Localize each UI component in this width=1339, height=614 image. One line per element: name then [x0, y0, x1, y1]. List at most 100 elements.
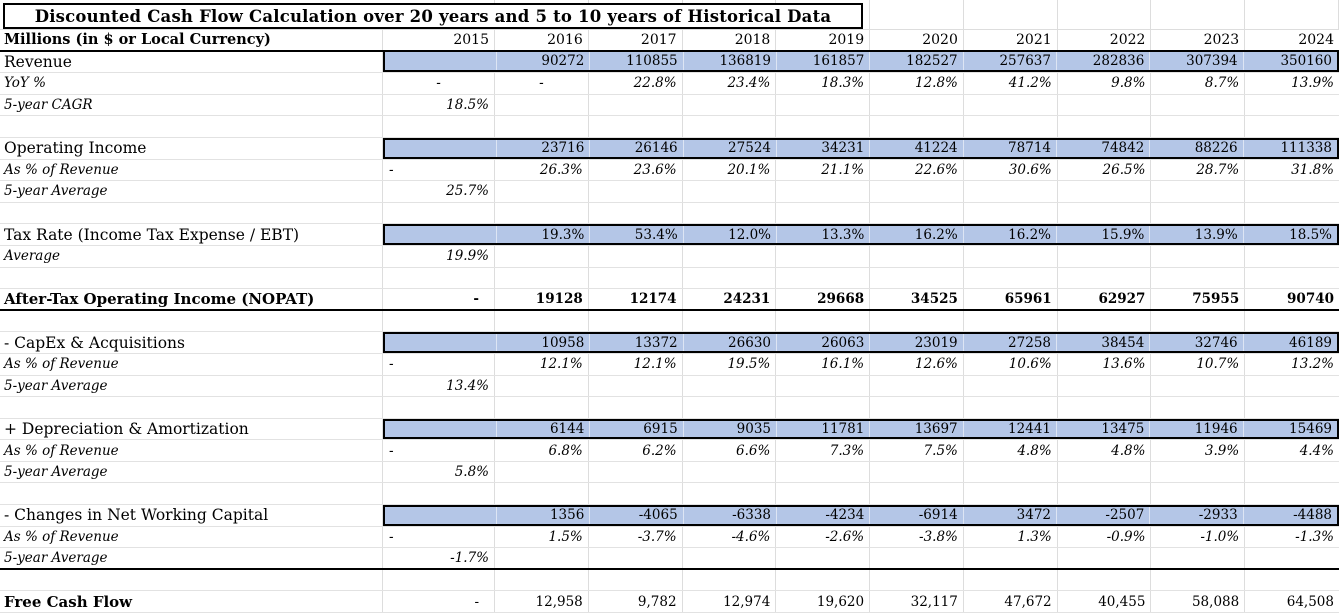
cell-2016[interactable]: 1.5% — [495, 526, 589, 548]
cell-2020[interactable] — [870, 94, 964, 116]
cell-2017[interactable]: 53.4% — [590, 226, 684, 243]
cell-2019[interactable]: -4234 — [777, 507, 871, 524]
cell-2022[interactable]: 9.8% — [1058, 73, 1152, 94]
cell-2022[interactable]: 62927 — [1058, 289, 1152, 309]
cell-2016[interactable] — [495, 116, 589, 137]
cell-2023[interactable] — [1151, 94, 1246, 116]
cell-2021[interactable] — [964, 397, 1058, 418]
cell-2024[interactable] — [1245, 181, 1339, 202]
cell-2016[interactable] — [495, 181, 589, 202]
cell-2017[interactable] — [589, 116, 683, 137]
cell-2020[interactable]: 23019 — [870, 334, 964, 351]
row-label[interactable]: Average — [0, 245, 383, 267]
cell-2017[interactable] — [589, 397, 683, 418]
cell-2022[interactable] — [1058, 483, 1152, 505]
cell-2023[interactable] — [1151, 548, 1246, 568]
cell-2016[interactable]: 1356 — [497, 507, 591, 524]
cell-2023[interactable]: 75955 — [1151, 289, 1246, 309]
cell-2020[interactable] — [870, 483, 964, 505]
cell-2019[interactable]: 18.3% — [776, 73, 871, 94]
cell-2023[interactable]: 10.7% — [1151, 353, 1246, 375]
cell-2017[interactable] — [589, 569, 683, 591]
cell-2022[interactable] — [1058, 397, 1152, 418]
cell-2015[interactable] — [385, 51, 497, 71]
cell-2017[interactable] — [589, 483, 683, 505]
cell-2019[interactable] — [776, 245, 871, 267]
year-header-2016[interactable]: 2016 — [495, 30, 589, 50]
cell-2018[interactable] — [683, 267, 777, 289]
cell-2022[interactable] — [1058, 310, 1152, 332]
cell-2018[interactable] — [683, 245, 777, 267]
cell-2020[interactable]: -6914 — [870, 507, 964, 524]
cell-2022[interactable]: 4.8% — [1058, 440, 1152, 461]
row-label[interactable]: Millions (in $ or Local Currency) — [0, 30, 383, 50]
cell-2016[interactable]: 12,958 — [495, 591, 589, 613]
cell-2016[interactable] — [495, 310, 589, 332]
cell-2020[interactable] — [870, 461, 964, 483]
row-label[interactable]: Tax Rate (Income Tax Expense / EBT) — [0, 224, 383, 245]
cell-2021[interactable] — [964, 267, 1058, 289]
cell-2016[interactable] — [495, 267, 589, 289]
cell-2022[interactable] — [1058, 202, 1152, 224]
cell-2024[interactable] — [1245, 483, 1339, 504]
cell-2016[interactable]: 19128 — [495, 289, 589, 309]
cell-2020[interactable] — [870, 116, 964, 137]
row-label[interactable]: + Depreciation & Amortization — [0, 418, 383, 440]
cell-2022[interactable] — [1058, 267, 1152, 289]
cell-2019[interactable]: 161857 — [777, 51, 871, 71]
cell-2019[interactable] — [776, 548, 871, 568]
cell-2021[interactable]: 41.2% — [964, 73, 1058, 94]
cell-2019[interactable] — [776, 267, 871, 289]
cell-2015[interactable]: 5.8% — [383, 461, 495, 483]
cell-2015[interactable]: 13.4% — [383, 375, 495, 397]
row-label[interactable]: As % of Revenue — [0, 440, 383, 461]
cell-2020[interactable]: 32,117 — [870, 591, 964, 613]
cell-2021[interactable]: 78714 — [964, 139, 1057, 157]
cell-2024[interactable] — [1245, 116, 1339, 137]
cell-2024[interactable]: 350160 — [1280, 52, 1332, 69]
cell-2020[interactable] — [870, 202, 964, 224]
cell-2017[interactable]: -3.7% — [589, 526, 683, 548]
cell-2019[interactable]: 11781 — [777, 420, 871, 438]
cell-2018[interactable]: -6338 — [684, 507, 777, 524]
cell-2022[interactable]: -0.9% — [1058, 526, 1152, 548]
cell-2015[interactable] — [383, 310, 495, 332]
cell-2024[interactable]: 4.4% — [1299, 442, 1334, 459]
cell-2018[interactable] — [683, 116, 777, 137]
cell-2020[interactable] — [870, 548, 964, 568]
cell-2015[interactable] — [383, 116, 495, 137]
cell-2016[interactable] — [495, 461, 589, 483]
row-label[interactable]: 5-year Average — [0, 181, 383, 202]
cell-2017[interactable]: -4065 — [590, 507, 684, 524]
cell-2021[interactable] — [964, 181, 1058, 202]
cell-2015[interactable]: - — [383, 440, 495, 461]
cell-2019[interactable]: 7.3% — [776, 440, 871, 461]
cell-2015[interactable]: - — [383, 526, 495, 548]
cell-2020[interactable]: 182527 — [870, 51, 964, 71]
cell-2021[interactable]: 16.2% — [964, 226, 1057, 243]
cell-2020[interactable] — [870, 375, 964, 397]
cell-2023[interactable]: 58,088 — [1151, 591, 1246, 613]
cell-2016[interactable] — [495, 245, 589, 267]
cell-2016[interactable]: 6.8% — [495, 440, 589, 461]
cell-2016[interactable] — [495, 548, 589, 568]
cell-2016[interactable]: 6144 — [497, 420, 591, 438]
cell-2020[interactable]: 16.2% — [870, 226, 964, 243]
cell-2021[interactable] — [964, 94, 1058, 116]
cell-2017[interactable]: 23.6% — [589, 159, 683, 181]
cell-2024[interactable]: 15469 — [1289, 420, 1332, 437]
cell-2023[interactable]: 3.9% — [1151, 440, 1246, 461]
cell-2021[interactable] — [964, 483, 1058, 505]
cell-2022[interactable] — [1058, 181, 1152, 202]
row-label[interactable]: 5-year Average — [0, 375, 383, 397]
cell-2018[interactable]: 27524 — [684, 139, 777, 157]
cell-2016[interactable] — [495, 94, 589, 116]
cell-2017[interactable] — [589, 94, 683, 116]
cell-2024[interactable]: 46189 — [1289, 334, 1332, 351]
cell-2018[interactable]: 20.1% — [683, 159, 777, 181]
cell-2016[interactable]: - — [495, 73, 589, 94]
cell-2016[interactable]: 23716 — [497, 139, 591, 157]
cell-2022[interactable]: 26.5% — [1058, 159, 1152, 181]
cell-2021[interactable] — [964, 245, 1058, 267]
cell-2018[interactable]: 136819 — [684, 51, 777, 71]
